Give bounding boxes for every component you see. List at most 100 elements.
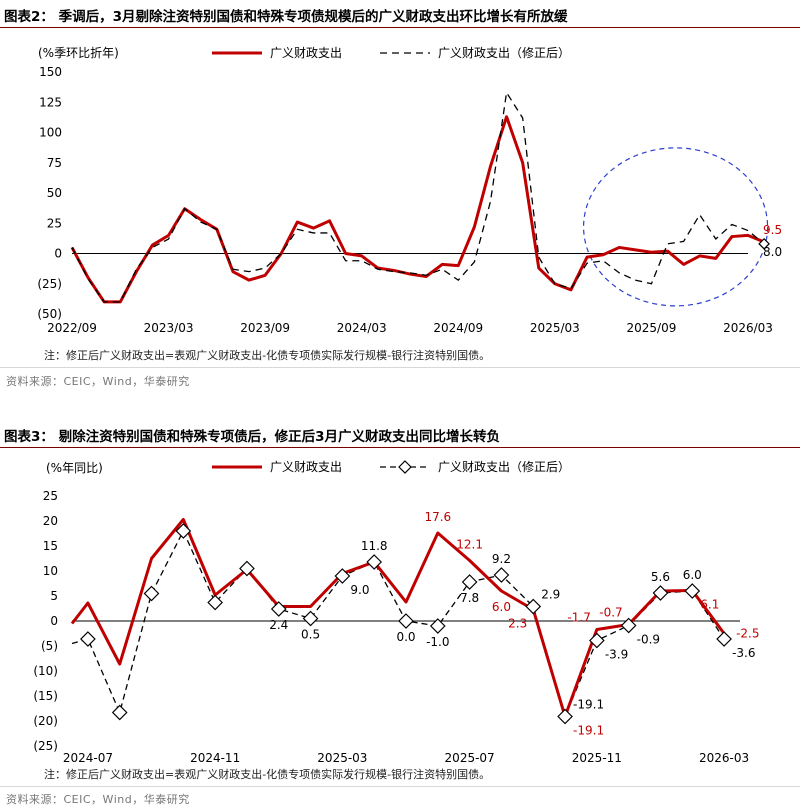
series-2-marker xyxy=(334,568,351,584)
series-2-marker xyxy=(143,585,160,602)
y-tick-label: 150 xyxy=(39,65,62,79)
data-label: -1.0 xyxy=(426,635,449,649)
x-tick-label: 2025/03 xyxy=(530,321,580,335)
data-label: 6.0 xyxy=(492,600,511,614)
x-tick-label: 2024-07 xyxy=(63,751,113,765)
series-2-marker xyxy=(111,704,128,721)
series-2-marker xyxy=(80,631,96,647)
y-tick-label: 100 xyxy=(39,126,62,140)
x-tick-label: 2025/09 xyxy=(626,321,676,335)
y-tick-label: 25 xyxy=(43,489,58,503)
figure2-source: 资料来源：CEIC，Wind，华泰研究 xyxy=(6,793,190,806)
series-2-marker xyxy=(366,554,383,570)
data-label: 12.1 xyxy=(456,538,483,552)
series-2-marker xyxy=(461,574,478,590)
series-2-marker xyxy=(270,601,287,617)
data-label: 7.8 xyxy=(460,591,479,605)
figure1-title-bar: 图表2： 季调后，3月剔除注资特别国债和特殊专项债规模后的广义财政支出环比增长有… xyxy=(0,0,800,28)
figure2-source-divider xyxy=(0,786,800,787)
y-tick-label: (10) xyxy=(33,664,58,678)
y-tick-label: 25 xyxy=(47,216,62,230)
series-2-marker xyxy=(652,585,669,601)
end-value-label: 9.5 xyxy=(763,223,782,237)
series-line-1 xyxy=(70,115,765,304)
x-tick-label: 2024-11 xyxy=(190,751,240,765)
legend-marker-series-2 xyxy=(398,460,412,474)
x-tick-label: 2025-11 xyxy=(572,751,622,765)
y-tick-label: (15) xyxy=(33,689,58,703)
data-label: -3.9 xyxy=(605,648,628,662)
y-tick-label: (5) xyxy=(41,639,58,653)
series-2-marker xyxy=(589,632,605,649)
chart1-svg: (%季环比折年) 广义财政支出 广义财政支出（修正后） 150 125 100 75 50 25… xyxy=(37,45,782,335)
data-label: 0.5 xyxy=(301,628,320,642)
y-tick-label: 15 xyxy=(43,539,58,553)
x-tick-label: 2026-03 xyxy=(699,751,749,765)
data-label: 6.0 xyxy=(683,568,702,582)
data-label: 11.8 xyxy=(361,539,388,553)
data-label: 9.0 xyxy=(350,583,369,597)
series-2-marker xyxy=(525,598,542,615)
legend-label-series-2: 广义财政支出（修正后） xyxy=(438,45,570,60)
data-label: -1.7 xyxy=(567,611,590,625)
data-label: -0.7 xyxy=(599,606,622,620)
data-label: 6.1 xyxy=(700,598,719,612)
series-2-marker xyxy=(239,560,255,577)
data-label: -3.6 xyxy=(732,646,755,660)
figure2-note: 注：修正后广义财政支出=表观广义财政支出-化债专项债实际发行规模-银行注资特别国… xyxy=(44,768,491,781)
data-label: 2.9 xyxy=(541,588,560,602)
y-tick-label: 10 xyxy=(43,564,58,578)
data-label: 5.6 xyxy=(651,570,670,584)
series-2-marker xyxy=(207,594,223,611)
series-2-marker xyxy=(429,618,446,634)
series-2-marker xyxy=(302,610,319,627)
legend-label-series-1: 广义财政支出 xyxy=(270,460,342,474)
y-tick-label: 75 xyxy=(47,156,62,170)
figure1-note: 注：修正后广义财政支出=表观广义财政支出-化债专项债实际发行规模-银行注资特别国… xyxy=(44,349,491,362)
series-2-marker xyxy=(493,567,510,583)
figure1-source: 资料来源：CEIC，Wind，华泰研究 xyxy=(6,375,190,388)
series-2-marker xyxy=(398,613,414,629)
data-label: 17.6 xyxy=(424,510,451,524)
x-tick-label: 2022/09 xyxy=(47,321,97,335)
data-label: -19.1 xyxy=(573,698,604,712)
x-tick-label: 2024/03 xyxy=(337,321,387,335)
y-tick-label: (50) xyxy=(37,307,62,321)
legend-label-series-2: 广义财政支出（修正后） xyxy=(438,459,570,474)
x-tick-label: 2024/09 xyxy=(433,321,483,335)
y-tick-label: 0 xyxy=(54,247,62,261)
x-tick-label: 2023/03 xyxy=(144,321,194,335)
data-label: 0.0 xyxy=(396,630,415,644)
y-tick-label: 20 xyxy=(43,514,58,528)
series-line-1 xyxy=(70,518,726,718)
figure1-source-divider xyxy=(0,367,800,368)
y-tick-label: 125 xyxy=(39,95,62,109)
y-tick-label: 50 xyxy=(47,186,62,200)
end-value-label: 8.0 xyxy=(763,245,782,259)
figure2-title-bar: 图表3： 剔除注资特别国债和特殊专项债后，修正后3月广义财政支出同比增长转负 xyxy=(0,420,800,448)
y-tick-label: 0 xyxy=(50,614,58,628)
figure1-title: 图表2： 季调后，3月剔除注资特别国债和特殊专项债规模后的广义财政支出环比增长有… xyxy=(4,9,568,25)
chart2-svg: (%年同比) 广义财政支出 广义财政支出（修正后） 25 20 15 10 5 0 (5) (10)… xyxy=(33,459,759,765)
series-line-2 xyxy=(71,90,765,303)
x-tick-label: 2025-03 xyxy=(317,751,367,765)
y-tick-label: 5 xyxy=(50,589,58,603)
x-tick-label: 2025-07 xyxy=(445,751,495,765)
data-label: 9.2 xyxy=(492,552,511,566)
y-axis-unit-label: (%年同比) xyxy=(46,461,103,475)
x-tick-label: 2026/03 xyxy=(723,321,773,335)
y-axis-unit-label: (%季环比折年) xyxy=(38,45,119,60)
data-label: -19.1 xyxy=(573,724,604,738)
legend-label-series-1: 广义财政支出 xyxy=(270,46,342,60)
y-tick-label: (20) xyxy=(33,714,58,728)
series-2-marker xyxy=(716,631,732,647)
series-line-2 xyxy=(71,529,725,719)
series-2-marker xyxy=(175,523,192,539)
data-label: -2.5 xyxy=(736,627,759,641)
series-2-marker xyxy=(620,617,637,634)
data-label: 2.3 xyxy=(508,617,527,631)
series-2-end-marker xyxy=(758,237,770,250)
x-tick-label: 2023/09 xyxy=(240,321,290,335)
series-2-marker xyxy=(684,583,701,599)
series-2-marker xyxy=(557,708,573,725)
